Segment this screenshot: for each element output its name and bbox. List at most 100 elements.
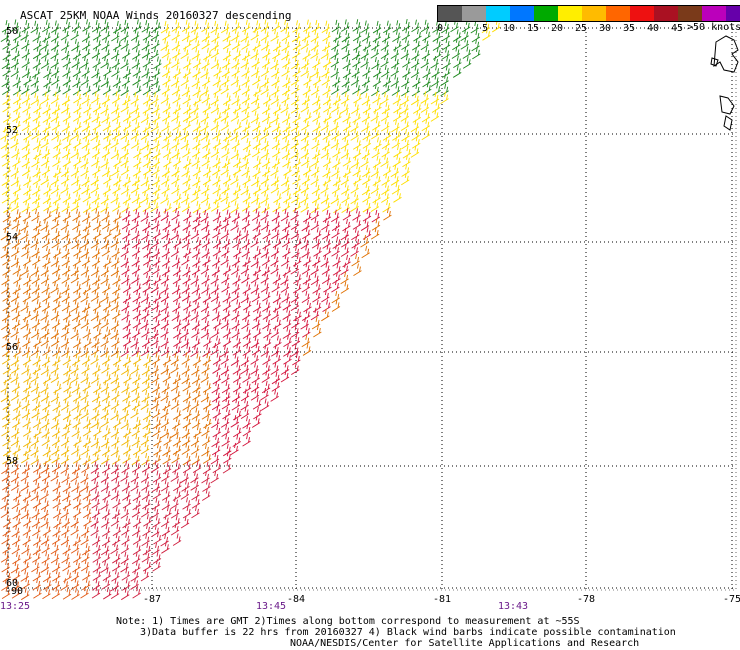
wind-barb bbox=[232, 81, 242, 95]
wind-barb bbox=[341, 182, 350, 195]
wind-barb bbox=[22, 281, 32, 295]
wind-barb bbox=[140, 470, 150, 483]
wind-barb bbox=[201, 73, 211, 87]
wind-barb bbox=[120, 28, 129, 42]
wind-barb bbox=[150, 326, 159, 340]
wind-barb bbox=[182, 460, 192, 474]
wind-barb bbox=[10, 370, 19, 383]
wind-barb bbox=[170, 227, 179, 241]
wind-barb bbox=[73, 100, 82, 114]
wind-barb bbox=[180, 127, 189, 141]
wind-barb bbox=[210, 92, 220, 106]
wind-barb bbox=[201, 281, 210, 294]
wind-barb bbox=[32, 577, 41, 591]
wind-barb bbox=[361, 146, 371, 159]
wind-barb bbox=[132, 560, 141, 574]
wind-barb bbox=[131, 190, 141, 204]
wind-barb bbox=[371, 126, 380, 140]
wind-barb bbox=[171, 55, 180, 69]
wind-barb bbox=[111, 434, 120, 447]
wind-barb bbox=[340, 281, 350, 294]
wind-barb bbox=[232, 434, 241, 447]
wind-barb bbox=[260, 137, 270, 151]
wind-barb bbox=[112, 496, 121, 509]
wind-barb bbox=[201, 19, 210, 33]
wind-barb bbox=[20, 227, 29, 241]
wind-barb bbox=[2, 37, 11, 50]
wind-barb bbox=[100, 380, 110, 393]
wind-barb bbox=[1, 559, 10, 573]
wind-barb bbox=[231, 262, 240, 275]
wind-barb bbox=[332, 254, 341, 267]
wind-barb bbox=[222, 290, 231, 303]
wind-barb bbox=[151, 262, 160, 275]
wind-barb bbox=[172, 289, 182, 303]
wind-barb bbox=[262, 307, 272, 320]
wind-barb bbox=[111, 361, 120, 375]
wind-barb bbox=[341, 46, 351, 60]
wind-barb bbox=[260, 64, 270, 77]
wind-barb bbox=[333, 200, 342, 214]
wind-barb bbox=[71, 587, 80, 600]
wind-barb bbox=[63, 388, 72, 401]
wind-barb bbox=[40, 461, 50, 474]
wind-barb bbox=[181, 425, 191, 439]
wind-barb bbox=[81, 173, 90, 187]
wind-barb bbox=[131, 37, 141, 50]
wind-barb bbox=[260, 172, 270, 185]
wind-barb bbox=[281, 199, 291, 212]
wind-barb bbox=[151, 163, 160, 176]
wind-barb bbox=[42, 443, 52, 457]
wind-barb bbox=[1, 335, 11, 348]
wind-barb bbox=[152, 226, 161, 239]
wind-barb bbox=[373, 100, 382, 113]
wind-barb bbox=[30, 369, 39, 383]
wind-barb bbox=[31, 127, 40, 140]
wind-barb bbox=[283, 352, 292, 365]
wind-barb bbox=[1, 74, 10, 88]
wind-barb bbox=[21, 406, 31, 419]
wind-barb bbox=[252, 72, 261, 86]
wind-barb bbox=[270, 92, 280, 105]
wind-barb bbox=[230, 218, 239, 231]
wind-barb bbox=[33, 146, 42, 160]
wind-barb bbox=[191, 325, 200, 339]
wind-barb bbox=[61, 317, 71, 330]
wind-barb bbox=[141, 550, 151, 563]
wind-barb bbox=[240, 29, 249, 43]
wind-barb bbox=[62, 154, 72, 168]
wind-barb bbox=[52, 407, 61, 420]
wind-barb bbox=[252, 218, 261, 232]
wind-barb bbox=[92, 398, 102, 411]
wind-barb bbox=[140, 127, 150, 140]
wind-barb bbox=[40, 91, 50, 105]
wind-barb bbox=[52, 344, 61, 357]
wind-barb bbox=[162, 397, 171, 411]
wind-barb bbox=[160, 334, 169, 348]
wind-barb bbox=[361, 109, 371, 123]
wind-barb bbox=[41, 46, 50, 59]
wind-barb bbox=[241, 163, 250, 177]
wind-barb bbox=[292, 182, 302, 195]
wind-barb bbox=[111, 469, 120, 482]
wind-barb bbox=[301, 153, 310, 167]
wind-barb bbox=[41, 407, 50, 420]
wind-barb bbox=[11, 425, 20, 438]
wind-barb bbox=[352, 82, 361, 95]
wind-barb bbox=[110, 326, 119, 340]
wind-barb bbox=[22, 443, 32, 456]
wind-barb bbox=[22, 334, 31, 348]
wind-barb bbox=[151, 217, 160, 231]
wind-barb bbox=[70, 568, 80, 582]
wind-barb bbox=[291, 316, 300, 329]
wind-barb bbox=[62, 145, 71, 159]
wind-barb bbox=[192, 245, 201, 259]
wind-barb bbox=[0, 550, 10, 563]
wind-barb bbox=[291, 190, 300, 204]
wind-barb bbox=[312, 299, 322, 313]
wind-barb bbox=[342, 254, 351, 268]
wind-barb bbox=[111, 28, 120, 42]
wind-barb bbox=[272, 126, 282, 140]
wind-barb bbox=[150, 397, 160, 410]
wind-barb bbox=[291, 82, 300, 95]
